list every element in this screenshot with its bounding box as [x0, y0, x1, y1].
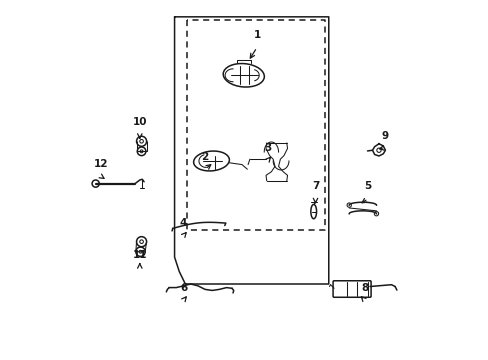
Text: 2: 2	[201, 152, 208, 162]
Text: 6: 6	[180, 283, 187, 293]
Text: 9: 9	[381, 131, 388, 140]
Text: 8: 8	[360, 283, 367, 293]
Text: 1: 1	[253, 30, 260, 40]
Text: 4: 4	[180, 219, 187, 228]
Text: 5: 5	[364, 181, 371, 192]
Text: 10: 10	[132, 117, 147, 127]
Text: 11: 11	[132, 249, 147, 260]
Text: 3: 3	[264, 143, 271, 153]
Text: 7: 7	[311, 181, 319, 192]
Text: 12: 12	[94, 159, 108, 169]
